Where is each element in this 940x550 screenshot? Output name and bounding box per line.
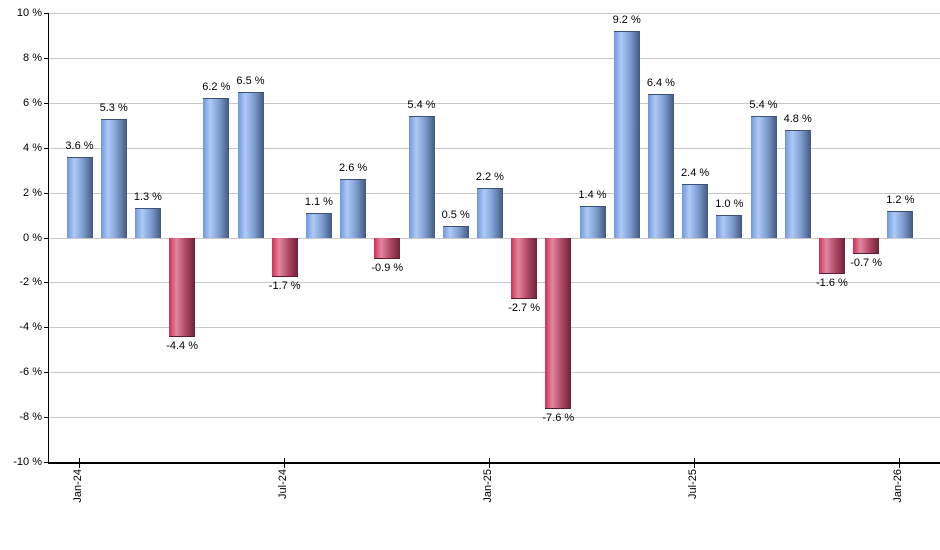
x-axis-tick — [488, 458, 490, 468]
y-axis-tick-label: 8 % — [23, 51, 42, 64]
bar-value-label: 6.2 % — [202, 81, 231, 94]
bar — [545, 237, 572, 410]
bar — [305, 212, 332, 239]
bar — [647, 93, 674, 239]
bar-value-label: 2.6 % — [339, 162, 368, 175]
plot-area: 3.6 % 5.3 % 1.3 % -4.4 % 6.2 % 6.5 % -1.7 % 1.1… — [48, 13, 940, 464]
bar — [750, 116, 777, 239]
bar-value-label: 4.8 % — [783, 112, 812, 125]
y-axis-tick — [44, 462, 48, 463]
bar — [237, 91, 264, 239]
bar — [442, 226, 469, 239]
bar-value-label: -0.7 % — [850, 257, 882, 270]
y-axis-tick — [44, 282, 48, 284]
bar-value-label: -2.7 % — [508, 302, 540, 315]
bar-value-label: -1.6 % — [815, 277, 848, 290]
x-axis-tick — [694, 458, 696, 468]
bar-value-label: 5.4 % — [407, 99, 436, 112]
bar-value-label: 6.5 % — [236, 74, 265, 87]
y-axis-tick-label: 4 % — [23, 141, 42, 154]
bar — [374, 237, 401, 259]
gridline — [49, 417, 940, 419]
x-axis-tick — [899, 458, 901, 468]
bar-value-label: 1.1 % — [304, 195, 333, 208]
bar — [134, 208, 161, 239]
bar-value-label: 2.4 % — [681, 166, 710, 179]
gridline — [49, 282, 940, 284]
x-axis-tick-label: Jul-24 — [276, 469, 289, 499]
y-axis-tick — [44, 147, 48, 149]
bar-value-label: 1.2 % — [886, 193, 915, 206]
bar-value-label: 2.2 % — [475, 171, 504, 184]
y-axis-tick-label: 2 % — [23, 186, 42, 199]
bar-value-label: -1.7 % — [268, 279, 301, 292]
gridline — [49, 102, 940, 104]
bar — [271, 237, 298, 277]
bar-value-label: 3.6 % — [65, 139, 94, 152]
bar — [203, 98, 230, 239]
bar — [784, 129, 811, 239]
x-axis-tick-label: Jan-26 — [892, 469, 905, 503]
bar — [66, 156, 93, 239]
bar-value-label: -7.6 % — [542, 412, 575, 425]
gridline — [49, 372, 940, 374]
gridline — [49, 13, 940, 14]
y-axis-tick-label: -10 % — [13, 456, 42, 468]
bar — [511, 237, 538, 300]
bar — [853, 237, 880, 255]
bar-value-label: 9.2 % — [612, 13, 641, 26]
y-axis-tick — [44, 57, 48, 59]
bar — [169, 237, 196, 338]
bar — [579, 206, 606, 239]
bar — [887, 210, 914, 239]
y-axis-tick — [44, 237, 48, 239]
y-axis-tick — [44, 13, 48, 14]
x-axis-tick-label: Jan-24 — [71, 469, 84, 503]
bar — [716, 215, 743, 239]
y-axis-tick-label: -8 % — [19, 411, 42, 424]
bar-value-label: -4.4 % — [166, 340, 198, 353]
bar-value-label: 5.4 % — [749, 99, 778, 112]
bar — [818, 237, 845, 275]
y-axis-tick — [44, 102, 48, 104]
x-axis-tick — [283, 458, 285, 468]
bar — [613, 30, 640, 239]
bar-value-label: -0.9 % — [371, 261, 404, 274]
gridline — [49, 147, 940, 149]
y-axis-tick-label: 0 % — [23, 231, 42, 244]
y-axis-tick-label: 10 % — [16, 7, 42, 19]
x-axis-tick — [78, 458, 80, 468]
y-axis-tick-label: -4 % — [19, 321, 42, 334]
bar — [682, 183, 709, 239]
bar-value-label: 5.3 % — [99, 101, 128, 114]
bar-value-label: 6.4 % — [646, 76, 675, 89]
y-axis-tick — [44, 192, 48, 194]
gridline — [49, 327, 940, 329]
bar-value-label: 1.3 % — [133, 191, 162, 204]
y-axis-tick-label: -6 % — [19, 366, 42, 379]
x-axis-tick-label: Jan-25 — [481, 469, 494, 503]
bar-value-label: 1.0 % — [715, 198, 744, 211]
y-axis-tick-label: -2 % — [19, 276, 42, 289]
bar — [340, 179, 367, 239]
x-axis-tick-label: Jul-25 — [687, 469, 700, 499]
y-axis-tick — [44, 372, 48, 374]
bar-value-label: 0.5 % — [441, 209, 470, 222]
bar — [476, 188, 503, 239]
y-axis-tick-label: 6 % — [23, 96, 42, 109]
bar-value-label: 1.4 % — [578, 189, 607, 202]
bar — [408, 116, 435, 239]
y-axis-tick — [44, 327, 48, 329]
gridline — [49, 57, 940, 59]
bar — [100, 118, 127, 239]
y-axis-tick — [44, 417, 48, 419]
